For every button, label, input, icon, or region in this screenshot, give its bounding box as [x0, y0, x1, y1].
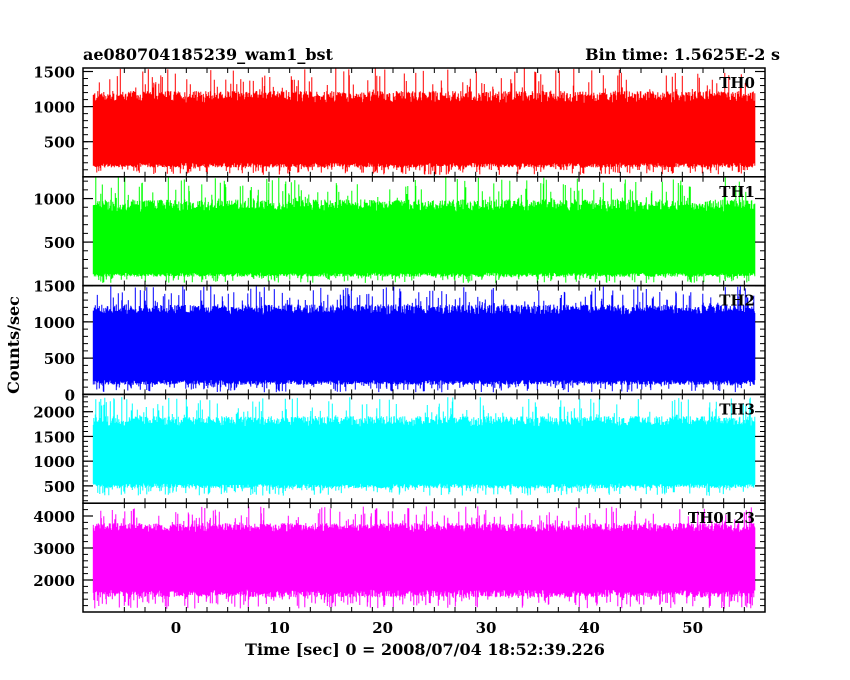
y-tick-label: 500 — [44, 350, 75, 368]
x-tick-label: 50 — [682, 619, 703, 637]
panel-label: TH3 — [719, 400, 755, 418]
panel-label: TH1 — [719, 183, 755, 201]
series-th3 — [92, 397, 756, 496]
y-tick-label: 1000 — [33, 99, 75, 117]
y-tick-label: 0 — [65, 278, 75, 296]
y-tick-label: 0 — [65, 386, 75, 404]
series-th0 — [92, 68, 756, 175]
y-tick-label: 1500 — [33, 278, 75, 296]
series-th0123 — [92, 506, 756, 609]
y-tick-label: 2000 — [33, 572, 75, 590]
x-tick-label: 40 — [579, 619, 600, 637]
panel-th2: 0 500 1000 1500 TH2 — [33, 278, 766, 404]
chart-title: ae080704185239_wam1_bst — [83, 45, 334, 64]
bin-time-label: Bin time: 1.5625E-2 s — [585, 45, 780, 64]
y-tick-label: 1000 — [33, 191, 75, 209]
y-tick-label: 1500 — [33, 64, 75, 82]
panel-th3: 500 1000 1500 2000 TH3 — [33, 393, 766, 504]
y-tick-label: 500 — [44, 234, 75, 252]
y-tick-label: 1000 — [33, 453, 75, 471]
series-th2 — [92, 285, 756, 393]
y-tick-label: 1000 — [33, 314, 75, 332]
x-tick-label: 10 — [269, 619, 290, 637]
panel-frame — [82, 502, 766, 613]
x-tick-label: 20 — [372, 619, 393, 637]
panel-th0123: 2000 3000 4000 TH0123 — [33, 502, 766, 613]
y-tick-label: 2000 — [33, 404, 75, 422]
y-axis-label: Counts/sec — [4, 296, 23, 394]
y-tick-label: 500 — [44, 134, 75, 152]
series-th1 — [92, 177, 756, 283]
panel-th0: 500 1000 1500 TH0 — [33, 64, 766, 178]
x-axis-label: Time [sec] 0 = 2008/07/04 18:52:39.226 — [245, 640, 605, 659]
y-tick-label: 4000 — [33, 508, 75, 526]
panel-th1: 0 500 1000 TH1 — [33, 176, 766, 296]
y-tick-label: 500 — [44, 478, 75, 496]
y-tick-label: 3000 — [33, 540, 75, 558]
y-tick-label: 1500 — [33, 428, 75, 446]
x-tick-label: 0 — [171, 619, 181, 637]
panel-label: TH0 — [719, 74, 755, 92]
x-tick-label: 30 — [476, 619, 497, 637]
panel-label: TH0123 — [688, 509, 755, 527]
panel-label: TH2 — [719, 292, 755, 310]
x-axis: 0 10 20 30 40 50 — [171, 619, 703, 637]
panels-group: 500 1000 1500 TH0 0 500 1000 TH1 0 500 1000 1500 TH2… — [33, 64, 766, 613]
